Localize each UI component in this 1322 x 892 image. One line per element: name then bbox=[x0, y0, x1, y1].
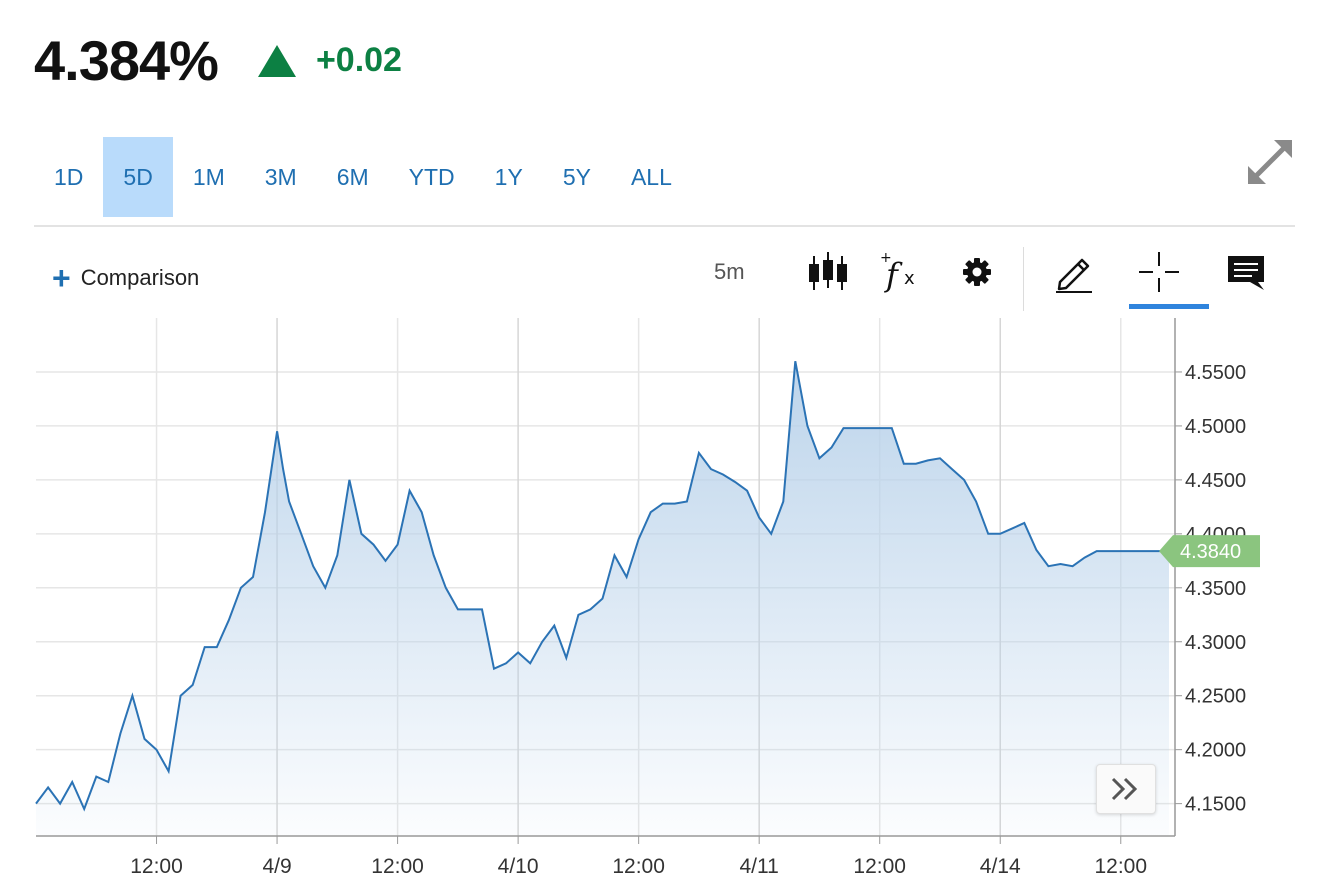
y-tick-label: 4.5000 bbox=[1185, 416, 1246, 438]
x-tick-label: 12:00 bbox=[1094, 855, 1147, 878]
svg-text:+: + bbox=[880, 250, 892, 266]
y-tick-label: 4.4500 bbox=[1185, 470, 1246, 492]
x-tick-label: 12:00 bbox=[853, 855, 906, 878]
x-tick-label: 4/14 bbox=[980, 855, 1021, 878]
range-all[interactable]: ALL bbox=[630, 164, 672, 190]
range-5d[interactable]: 5D bbox=[103, 137, 173, 217]
x-tick-label: 12:00 bbox=[371, 855, 424, 878]
range-1d[interactable]: 1D bbox=[54, 164, 84, 190]
x-tick-label: 4/9 bbox=[262, 855, 291, 878]
range-selector: 1D 5D 1M 3M 6M YTD 1Y 5Y ALL bbox=[34, 137, 692, 217]
y-tick-label: 4.3500 bbox=[1185, 578, 1246, 600]
y-tick-label: 4.1500 bbox=[1185, 794, 1246, 816]
crosshair-icon[interactable] bbox=[1135, 248, 1183, 296]
comparison-button[interactable]: + Comparison bbox=[52, 262, 199, 294]
scroll-to-latest-button[interactable] bbox=[1096, 764, 1156, 814]
active-tool-indicator bbox=[1129, 304, 1209, 309]
svg-text:x: x bbox=[904, 268, 915, 289]
y-tick-label: 4.5500 bbox=[1185, 362, 1246, 384]
fx-icon[interactable]: + f x bbox=[878, 248, 926, 296]
last-value-badge bbox=[1159, 535, 1260, 568]
price-change: +0.02 bbox=[315, 41, 402, 79]
x-tick-label: 12:00 bbox=[130, 855, 183, 878]
plus-icon: + bbox=[52, 260, 71, 296]
range-6m[interactable]: 6M bbox=[336, 164, 369, 190]
candlestick-icon[interactable] bbox=[804, 248, 852, 296]
quote-header: 4.384% +0.02 bbox=[34, 28, 402, 93]
range-ytd[interactable]: YTD bbox=[408, 164, 455, 190]
x-tick-label: 4/10 bbox=[498, 855, 539, 878]
x-tick-label: 4/11 bbox=[740, 855, 779, 878]
comparison-label: Comparison bbox=[80, 265, 200, 290]
gear-icon[interactable] bbox=[953, 248, 1001, 296]
range-1y[interactable]: 1Y bbox=[494, 164, 523, 190]
y-tick-label: 4.2000 bbox=[1185, 740, 1246, 762]
price-line bbox=[35, 361, 1169, 812]
range-3m[interactable]: 3M bbox=[264, 164, 297, 190]
comment-icon[interactable] bbox=[1222, 248, 1270, 296]
x-tick-label: 12:00 bbox=[612, 855, 665, 878]
up-arrow-icon bbox=[257, 44, 296, 77]
expand-icon[interactable] bbox=[1244, 136, 1296, 188]
y-tick-label: 4.3000 bbox=[1185, 632, 1246, 654]
header-divider bbox=[34, 225, 1295, 227]
y-tick-label: 4.2500 bbox=[1185, 686, 1246, 708]
last-price: 4.384% bbox=[34, 29, 219, 92]
toolbar-separator bbox=[1023, 247, 1024, 311]
range-1m[interactable]: 1M bbox=[192, 164, 225, 190]
last-value-label: 4.3840 bbox=[1180, 541, 1241, 563]
range-5y[interactable]: 5Y bbox=[562, 164, 591, 190]
pencil-icon[interactable] bbox=[1050, 248, 1098, 296]
interval-selector[interactable]: 5m bbox=[714, 259, 745, 284]
double-chevron-right-icon bbox=[1111, 777, 1138, 801]
